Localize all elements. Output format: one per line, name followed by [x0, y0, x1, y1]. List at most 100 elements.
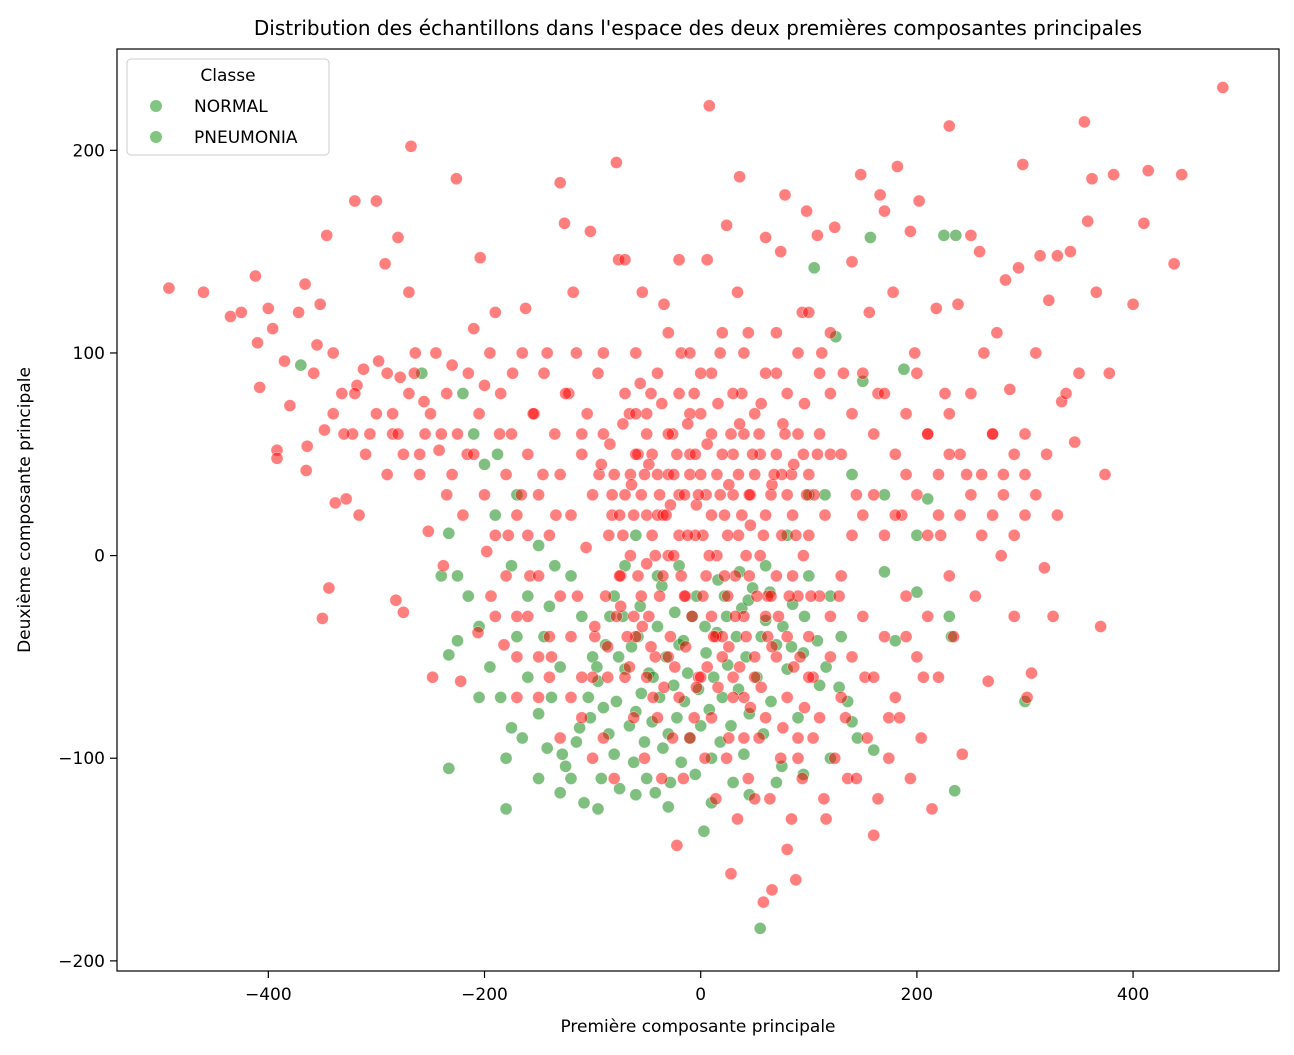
- point-normal: [697, 824, 711, 838]
- y-axis-label: Deuxième composante principale: [15, 367, 35, 653]
- point-normal: [688, 768, 702, 781]
- point-pneumonia: [953, 508, 967, 522]
- point-pneumonia: [850, 772, 863, 785]
- point-pneumonia: [798, 397, 811, 410]
- point-pneumonia: [800, 488, 813, 502]
- point-pneumonia: [510, 650, 524, 664]
- point-pneumonia: [845, 255, 859, 269]
- point-pneumonia: [780, 630, 794, 643]
- point-pneumonia: [744, 518, 757, 532]
- point-normal: [499, 802, 513, 816]
- point-pneumonia: [731, 812, 744, 826]
- point-normal: [949, 229, 963, 242]
- point-pneumonia: [1167, 257, 1181, 271]
- point-pneumonia: [445, 358, 459, 372]
- point-pneumonia: [299, 464, 313, 477]
- point-pneumonia: [348, 387, 362, 400]
- point-pneumonia: [726, 670, 740, 684]
- point-pneumonia: [644, 387, 658, 400]
- point-pneumonia: [558, 217, 571, 230]
- point-pneumonia: [618, 387, 632, 400]
- point-pneumonia: [251, 336, 264, 350]
- point-pneumonia: [363, 427, 377, 441]
- point-pneumonia: [780, 843, 794, 856]
- point-pneumonia: [921, 610, 935, 623]
- point-pneumonia: [732, 528, 745, 542]
- point-pneumonia: [986, 508, 999, 522]
- point-normal: [564, 569, 578, 583]
- point-pneumonia: [728, 569, 742, 583]
- point-pneumonia: [391, 231, 405, 244]
- point-normal: [434, 569, 448, 583]
- point-pneumonia: [705, 610, 718, 623]
- point-pneumonia: [677, 772, 690, 785]
- point-pneumonia: [471, 626, 485, 639]
- legend-title: Classe: [200, 66, 255, 86]
- point-pneumonia: [710, 468, 724, 481]
- point-pneumonia: [515, 346, 529, 360]
- point-pneumonia: [678, 589, 691, 603]
- point-pneumonia: [1072, 366, 1086, 380]
- point-pneumonia: [310, 338, 324, 352]
- point-normal: [656, 741, 670, 755]
- point-pneumonia: [705, 366, 718, 380]
- point-normal: [629, 528, 643, 542]
- point-pneumonia: [942, 447, 956, 461]
- point-pneumonia: [867, 828, 881, 842]
- point-pneumonia: [413, 447, 427, 461]
- point-pneumonia: [501, 528, 515, 542]
- point-pneumonia: [914, 731, 928, 745]
- point-pneumonia: [421, 524, 435, 538]
- y-tick-label: −100: [58, 749, 105, 769]
- point-normal: [577, 796, 591, 810]
- point-pneumonia: [1029, 488, 1043, 502]
- point-pneumonia: [683, 468, 697, 481]
- series-pneumonia: [162, 81, 1230, 909]
- point-pneumonia: [774, 751, 788, 765]
- point-pneumonia: [791, 751, 805, 765]
- point-pneumonia: [759, 508, 772, 522]
- point-pneumonia: [845, 407, 859, 421]
- point-pneumonia: [580, 407, 594, 421]
- point-pneumonia: [802, 468, 816, 481]
- point-pneumonia: [934, 528, 948, 542]
- point-pneumonia: [616, 417, 630, 431]
- point-pneumonia: [856, 366, 870, 380]
- point-normal: [442, 526, 456, 540]
- point-pneumonia: [335, 387, 349, 400]
- point-pneumonia: [702, 99, 716, 112]
- point-pneumonia: [634, 488, 648, 502]
- point-pneumonia: [741, 772, 755, 785]
- point-pneumonia: [635, 285, 649, 299]
- point-pneumonia: [445, 468, 459, 481]
- point-normal: [629, 788, 643, 802]
- point-normal: [607, 747, 621, 761]
- point-pneumonia: [733, 170, 746, 183]
- point-pneumonia: [393, 370, 407, 384]
- point-pneumonia: [770, 326, 783, 340]
- point-pneumonia: [372, 354, 385, 368]
- point-normal: [564, 772, 578, 785]
- point-normal: [610, 695, 623, 708]
- point-pneumonia: [655, 772, 669, 785]
- point-normal: [753, 922, 767, 935]
- point-pneumonia: [683, 346, 697, 360]
- point-pneumonia: [633, 377, 647, 390]
- point-pneumonia: [532, 691, 545, 704]
- point-pneumonia: [925, 802, 939, 816]
- point-pneumonia: [506, 366, 519, 380]
- point-pneumonia: [778, 427, 792, 441]
- point-pneumonia: [488, 610, 502, 623]
- point-pneumonia: [700, 660, 714, 674]
- point-pneumonia: [720, 219, 733, 232]
- point-pneumonia: [975, 528, 989, 542]
- point-pneumonia: [787, 660, 801, 674]
- point-pneumonia: [456, 508, 470, 522]
- point-pneumonia: [579, 541, 593, 554]
- point-pneumonia: [407, 366, 421, 380]
- point-pneumonia: [824, 610, 837, 623]
- point-pneumonia: [754, 397, 768, 410]
- point-pneumonia: [397, 447, 410, 461]
- point-normal: [483, 660, 497, 674]
